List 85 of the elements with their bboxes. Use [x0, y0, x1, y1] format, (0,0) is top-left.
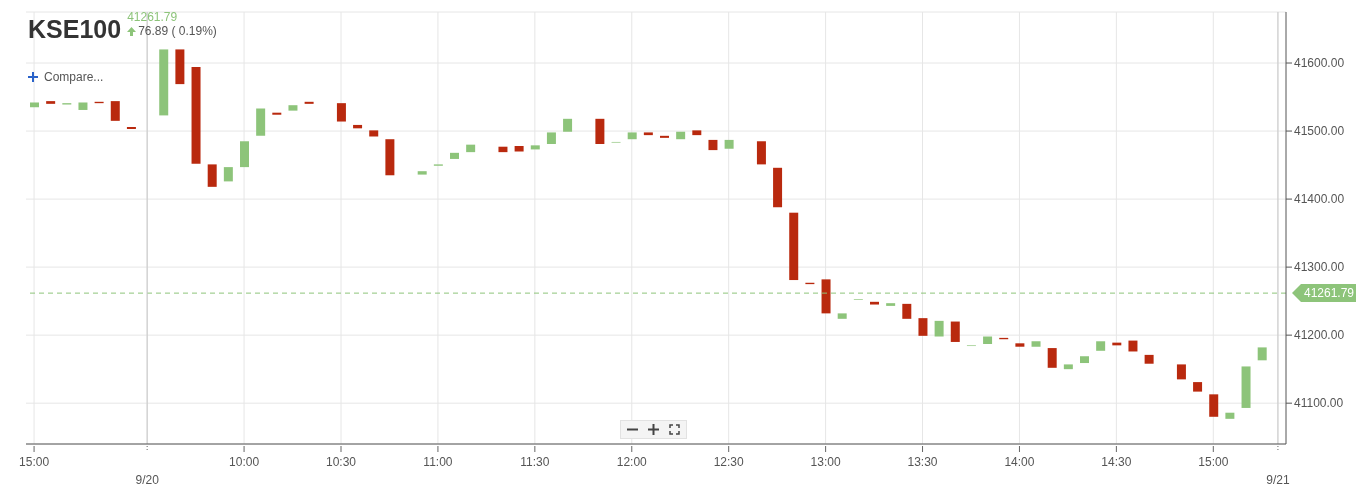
x-tick-label: 10:30	[325, 455, 357, 469]
candlestick	[450, 152, 459, 159]
y-tick-label: 41400.00	[1294, 192, 1345, 207]
candlestick	[692, 130, 702, 136]
candlestick	[902, 303, 912, 319]
candlestick	[1225, 412, 1235, 419]
candlestick	[272, 112, 282, 115]
candlestick	[789, 212, 799, 281]
x-tick-label: 15:00	[19, 455, 50, 469]
candlestick	[1193, 382, 1203, 392]
candlestick	[676, 131, 686, 140]
annotation: Compare...	[44, 70, 104, 84]
candlestick	[1063, 364, 1073, 370]
candlestick	[756, 141, 766, 165]
y-tick-label: 41600.00	[1294, 56, 1345, 71]
candlestick	[1080, 356, 1089, 364]
candlestick	[417, 171, 427, 175]
candlestick	[773, 167, 783, 208]
candlestick	[627, 132, 637, 140]
candlestick	[1257, 347, 1267, 361]
candlestick	[837, 313, 847, 319]
candlestick	[126, 126, 136, 130]
candlestick	[660, 135, 669, 138]
x-tick-label: 9/20	[135, 473, 160, 487]
candlestick	[223, 167, 233, 182]
annotation: 76.89 ( 0.19%)	[138, 24, 217, 38]
candlestick	[1144, 354, 1154, 364]
candlestick	[708, 139, 718, 151]
candlestick	[207, 164, 217, 187]
candlestick	[821, 279, 831, 314]
candlestick	[1128, 340, 1138, 352]
candlestick	[886, 303, 896, 306]
candlestick	[514, 146, 524, 152]
candlestick	[530, 145, 540, 150]
candlestick	[288, 105, 298, 111]
candlestick	[950, 321, 960, 342]
candlestick	[1176, 364, 1186, 380]
candlestick	[240, 141, 249, 168]
candlestick	[498, 146, 508, 153]
candlestick	[78, 102, 88, 110]
candlestick	[918, 318, 928, 336]
candlestick	[46, 101, 56, 104]
candlestick	[175, 49, 185, 85]
candlestick	[256, 108, 266, 136]
candlestick	[595, 118, 605, 144]
candlestick	[1047, 348, 1057, 368]
x-tick-label: 10:00	[229, 455, 260, 469]
candlestick	[643, 132, 653, 136]
candlestick	[385, 139, 395, 176]
ref-line-label: 41261.79	[1303, 286, 1355, 301]
x-tick-label: 13:00	[810, 455, 841, 469]
candlestick	[30, 102, 39, 108]
candlestick	[369, 130, 379, 137]
y-tick-label: 41300.00	[1294, 260, 1345, 275]
candlestick	[546, 132, 556, 144]
candlestick	[466, 144, 476, 153]
x-tick-label: 11:30	[520, 455, 550, 469]
candlestick	[1031, 341, 1041, 347]
candlestick	[159, 49, 169, 116]
candlestick	[1241, 366, 1251, 408]
x-tick-label: 14:00	[1004, 455, 1035, 469]
x-tick-label: 9/21	[1266, 473, 1290, 487]
chart-title: KSE100	[28, 15, 122, 43]
x-tick-label: 12:30	[713, 455, 745, 469]
candlestick	[934, 320, 944, 337]
y-tick-label: 41100.00	[1294, 396, 1344, 411]
x-tick-label: 11:00	[423, 455, 453, 469]
chart-subtitle: 41261.79	[127, 10, 179, 24]
candlestick	[110, 101, 120, 121]
y-tick-label: 41200.00	[1294, 328, 1345, 343]
candlestick	[1209, 394, 1219, 417]
candlestick	[336, 103, 346, 122]
candlestick	[870, 301, 879, 305]
candlestick	[304, 101, 314, 104]
candlestick	[563, 118, 573, 132]
x-tick-label: 13:30	[907, 455, 938, 469]
x-tick-label: 12:00	[616, 455, 648, 469]
x-tick-label: 15:00	[1198, 455, 1229, 469]
candlestick	[191, 67, 201, 164]
candlestick	[724, 139, 734, 149]
y-tick-label: 41500.00	[1294, 124, 1345, 139]
candlestick	[1096, 341, 1106, 351]
x-tick-label: 14:30	[1101, 455, 1132, 469]
candlestick	[1015, 343, 1025, 347]
candlestick	[983, 336, 993, 344]
